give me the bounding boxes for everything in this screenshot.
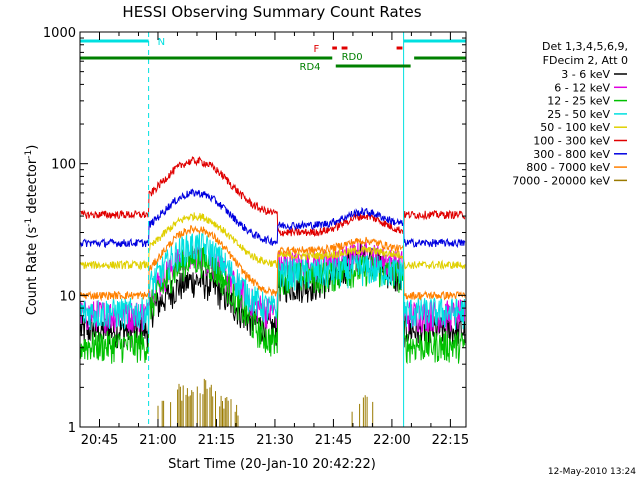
series-300-800-kev (80, 188, 466, 249)
legend-header-line-2: FDecim 2, Att 0 (543, 54, 628, 67)
x-tick-label: 20:45 (81, 433, 118, 448)
y-axis-label-main: Count Rate (s (25, 227, 40, 316)
legend-entry-label: 3 - 6 keV (561, 68, 610, 81)
x-tick-label: 21:00 (139, 433, 176, 448)
y-axis-label-sup1: -1 (24, 218, 34, 227)
y-axis-label-mid: detector (25, 158, 40, 218)
legend-header-line-1: Det 1,3,4,5,6,9, (542, 40, 628, 53)
x-tick-label: 22:15 (432, 433, 469, 448)
chart-title: HESSI Observing Summary Count Rates (122, 3, 421, 21)
y-axis-label-end: ) (25, 145, 40, 150)
flags-layer: N RD0 RD4 F (79, 32, 467, 427)
y-tick-label: 100 (51, 158, 76, 173)
legend-entry-label: 100 - 300 keV (533, 135, 610, 148)
y-tick-label: 1000 (43, 26, 76, 41)
series-50-100-kev (80, 212, 466, 271)
rd0-flag-label: RD0 (342, 52, 363, 63)
x-tick-label: 21:30 (256, 433, 293, 448)
y-tick-label: 1 (68, 421, 76, 436)
y-tick-label: 10 (59, 289, 76, 304)
y-axis-label-sup2: -1 (24, 150, 34, 159)
x-tick-label: 21:45 (315, 433, 352, 448)
legend-entry-label: 50 - 100 keV (540, 121, 610, 134)
x-tick-label: 22:00 (373, 433, 410, 448)
series-7000-20000-kev (157, 378, 374, 427)
axes-layer: 1 10 100 1000 20:45 21:00 21:15 21:30 21:45 22:00… (43, 26, 469, 448)
series-800-7000-kev (80, 225, 466, 302)
rd4-flag-label: RD4 (300, 62, 321, 73)
legend: Det 1,3,4,5,6,9, FDecim 2, Att 0 3 - 6 k… (512, 40, 628, 187)
legend-entry-label: 12 - 25 keV (547, 95, 610, 108)
series-100-300-kev (80, 155, 466, 237)
flare-flag-label: F (314, 44, 320, 55)
series-layer (80, 155, 466, 427)
series-25-50-kev (80, 231, 466, 331)
timestamp: 12-May-2010 13:24 (548, 467, 636, 477)
night-flag-label: N (158, 37, 165, 48)
legend-entry-label: 7000 - 20000 keV (512, 174, 610, 187)
legend-entry-label: 800 - 7000 keV (526, 161, 610, 174)
legend-entry-label: 300 - 800 keV (533, 148, 610, 161)
x-axis-label: Start Time (20-Jan-10 20:42:22) (168, 457, 376, 472)
legend-entry-label: 25 - 50 keV (547, 108, 610, 121)
y-axis-label: Count Rate (s-1 detector-1) (24, 145, 40, 316)
plot-frame (79, 31, 467, 428)
x-tick-label: 21:15 (198, 433, 235, 448)
legend-entry-label: 6 - 12 keV (554, 81, 610, 94)
